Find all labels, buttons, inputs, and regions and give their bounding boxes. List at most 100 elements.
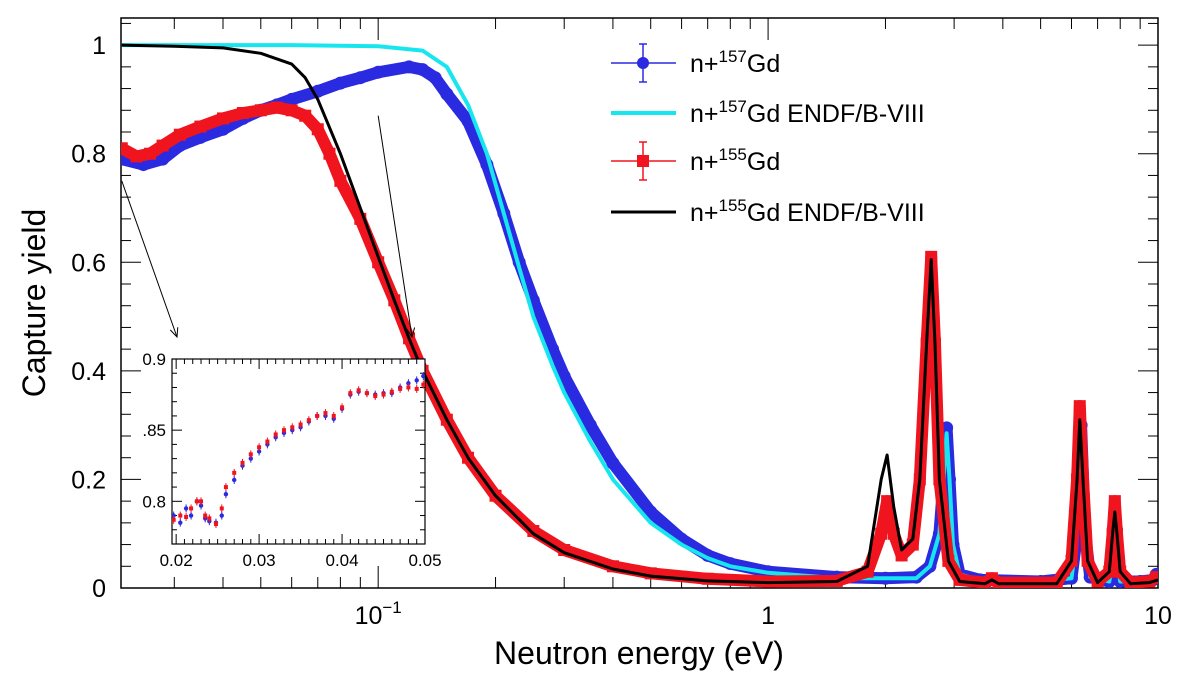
x-tick-label: 1 (761, 602, 775, 630)
inset-data-point (356, 388, 361, 393)
inset-y-tick-label: 0.8 (142, 492, 166, 511)
data-point (217, 112, 230, 125)
inset-data-point (257, 445, 262, 450)
legend-entry-155gd-data: n+155Gd (611, 141, 780, 181)
y-tick-label: 1 (92, 32, 106, 60)
inset-plot-series (172, 372, 425, 529)
inset-data-point (323, 411, 328, 416)
inset-data-point (184, 514, 189, 519)
data-point (881, 495, 894, 508)
inset-data-point (203, 513, 208, 518)
inset-data-point (281, 428, 286, 433)
inset-x-tick-label: 0.03 (243, 551, 276, 570)
y-tick-label: 0.6 (71, 249, 106, 277)
inset-data-point (194, 499, 199, 504)
data-point (121, 142, 128, 155)
inset-data-point (315, 413, 320, 418)
legend-entry-155gd-endf: n+155Gd ENDF/B-VIII (611, 196, 925, 227)
data-point (925, 250, 938, 263)
data-point (285, 104, 298, 117)
legend-label: n+157Gd ENDF/B-VIII (690, 97, 925, 128)
legend-entry-157gd-data: n+157Gd (611, 43, 780, 83)
inset-data-point (340, 405, 345, 410)
y-tick-label: 0.4 (71, 358, 106, 386)
inset-data-point (373, 394, 378, 398)
inset-data-point (213, 522, 218, 527)
data-point (299, 109, 312, 122)
data-point (311, 123, 324, 136)
inset-data-point (232, 470, 237, 475)
inset-data-point (364, 391, 369, 396)
inset-data-point (232, 477, 237, 483)
data-point (428, 71, 442, 85)
inset-data-point (188, 513, 194, 518)
main-axis-ticks: 0 0.2 0.4 0.6 0.8 1 10−1 1 10 (71, 18, 1172, 630)
data-point (440, 87, 454, 101)
data-point (353, 71, 367, 85)
inset-data-point (223, 485, 228, 490)
legend-label: n+155Gd ENDF/B-VIII (690, 196, 925, 227)
inset-data-point (240, 460, 245, 465)
data-point (895, 549, 908, 562)
inset-data-point (273, 432, 278, 437)
inset-data-point (306, 418, 311, 423)
inset-zoom-arrows (121, 115, 412, 337)
inset-series-2 (172, 380, 425, 529)
inset-data-point (219, 513, 224, 518)
data-point (557, 369, 571, 383)
legend: n+157Gd n+157Gd ENDF/B-VIII n+155Gd n+15… (611, 43, 925, 227)
inset-x-tick-label: 0.02 (160, 551, 193, 570)
evaluation-curve (121, 43, 1158, 586)
y-tick-label: 0.8 (71, 141, 106, 169)
inset-y-tick-label: 0.9 (142, 350, 166, 369)
data-point (144, 147, 157, 160)
inset-data-point (199, 499, 204, 504)
zoom-arrow (121, 180, 177, 337)
data-point (334, 174, 347, 187)
inset-data-point (381, 392, 386, 397)
inset-data-point (256, 449, 262, 454)
inset-data-point (172, 517, 176, 522)
inset-axis-ticks: 0.8 .85 0.9 0.02 0.03 0.04 0.05 (142, 350, 441, 570)
inset-data-point (198, 503, 204, 508)
inset-data-point (421, 373, 425, 379)
legend-circle-marker (637, 57, 649, 69)
data-point (285, 92, 299, 106)
data-point (323, 147, 336, 160)
inset-data-point (421, 382, 425, 387)
data-point (416, 63, 430, 77)
x-tick-label: 10 (1144, 602, 1172, 630)
inset-data-point (223, 491, 229, 497)
data-point (270, 101, 283, 114)
data-point (130, 150, 143, 163)
inset-data-point (389, 389, 394, 394)
y-tick-label: 0 (92, 575, 106, 603)
inset-data-point (219, 506, 224, 511)
data-point (194, 120, 207, 133)
inset-data-point (178, 513, 183, 518)
legend-entry-157gd-endf: n+157Gd ENDF/B-VIII (611, 97, 925, 128)
inset-data-point (348, 391, 353, 396)
inset-x-tick-label: 0.04 (326, 551, 359, 570)
inset-data-point (331, 413, 336, 418)
legend-square-marker (637, 155, 649, 167)
main-plot-series (121, 43, 1158, 588)
data-point (254, 104, 267, 117)
inset-data-point (406, 385, 411, 390)
x-tick-label: 10−1 (355, 598, 402, 630)
inset-data-point (248, 452, 253, 457)
y-tick-label: 0.2 (71, 466, 106, 494)
inset-x-tick-label: 0.05 (408, 551, 441, 570)
data-point (1073, 400, 1086, 413)
y-axis-title: Capture yield (16, 209, 52, 398)
x-axis-title: Neutron energy (eV) (494, 635, 784, 671)
data-point (173, 128, 186, 141)
data-point (583, 418, 597, 432)
series-4 (121, 43, 1158, 586)
data-point (1150, 571, 1158, 584)
legend-label: n+157Gd (690, 47, 780, 78)
data-point (1108, 495, 1121, 508)
inset-data-point (414, 386, 419, 391)
inset-data-point (406, 380, 411, 386)
